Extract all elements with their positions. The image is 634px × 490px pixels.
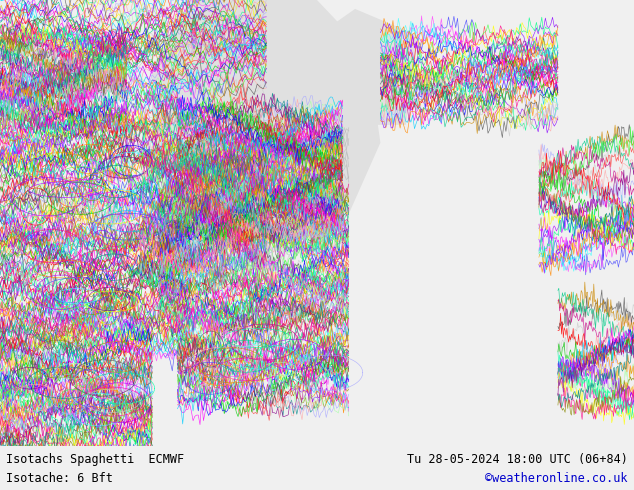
Text: Tu 28-05-2024 18:00 UTC (06+84): Tu 28-05-2024 18:00 UTC (06+84) [407, 453, 628, 466]
Text: Isotache: 6 Bft: Isotache: 6 Bft [6, 472, 113, 486]
Polygon shape [152, 0, 380, 214]
Polygon shape [292, 9, 418, 125]
Text: Isotachs Spaghetti  ECMWF: Isotachs Spaghetti ECMWF [6, 453, 184, 466]
Text: ©weatheronline.co.uk: ©weatheronline.co.uk [485, 472, 628, 486]
Polygon shape [241, 112, 330, 187]
